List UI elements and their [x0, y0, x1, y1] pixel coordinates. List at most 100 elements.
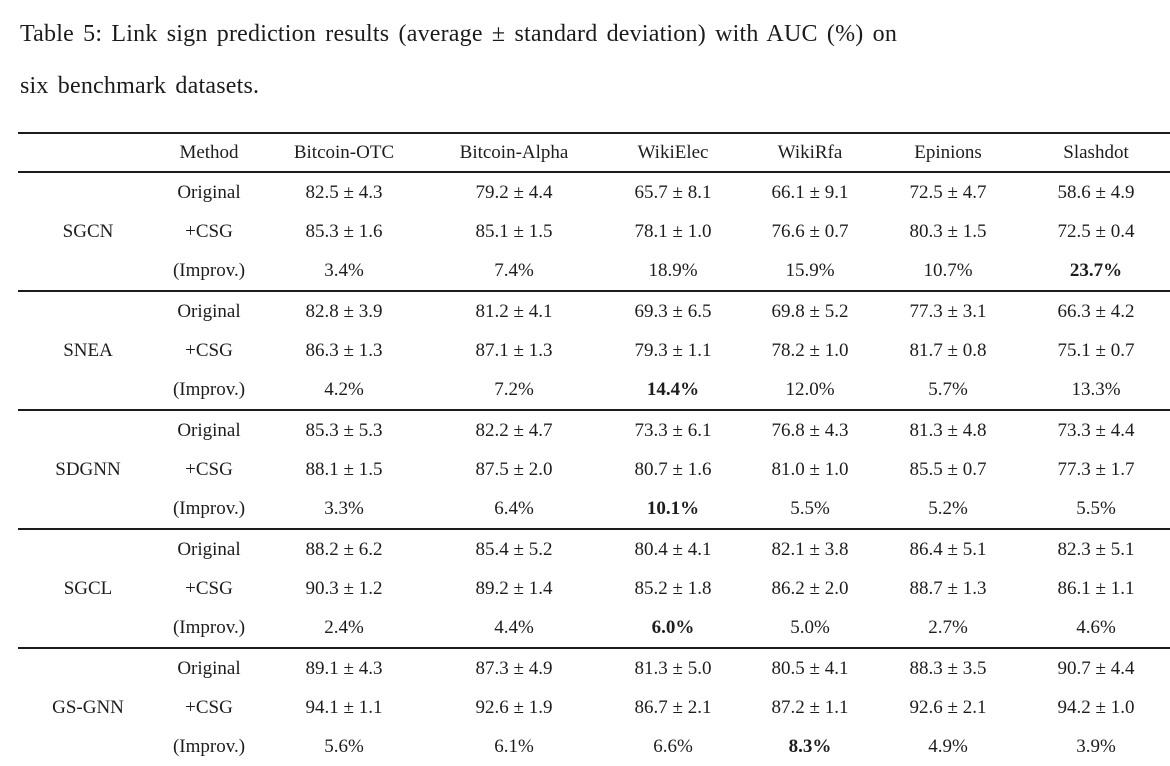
value-cell: 79.3 ± 1.1	[634, 339, 712, 361]
table-row: +CSG 86.3 ± 1.3 87.1 ± 1.3 79.3 ± 1.1 78.2 ±…	[18, 331, 1170, 370]
method-cell: Original	[177, 181, 241, 203]
table-caption-line-1: Table 5: Link sign prediction results (a…	[20, 21, 898, 47]
value-cell: 82.1 ± 3.8	[771, 538, 849, 560]
value-cell: 80.3 ± 1.5	[909, 220, 987, 242]
value-cell: 87.1 ± 1.3	[475, 339, 553, 361]
value-cell: 89.1 ± 4.3	[305, 657, 383, 679]
value-cell: 82.5 ± 4.3	[305, 181, 383, 203]
value-cell: 90.7 ± 4.4	[1057, 657, 1135, 679]
value-cell: 65.7 ± 8.1	[634, 181, 712, 203]
table-row: (Improv.) 2.4% 4.4% 6.0% 5.0% 2.7% 4.6%	[18, 608, 1170, 649]
value-cell: 23.7%	[1022, 251, 1170, 292]
value-cell: 79.2 ± 4.4	[475, 181, 553, 203]
value-cell: 18.9%	[600, 251, 746, 292]
value-cell: 14.4%	[600, 370, 746, 411]
value-cell: 5.5%	[746, 489, 874, 530]
col-header-slashdot: Slashdot	[1022, 132, 1170, 173]
header-row: Method Bitcoin-OTC Bitcoin-Alpha WikiEle…	[18, 132, 1170, 173]
value-cell: 5.0%	[746, 608, 874, 649]
value-cell: 81.2 ± 4.1	[475, 300, 553, 322]
value-cell: 5.6%	[260, 727, 428, 766]
value-cell: 87.2 ± 1.1	[771, 696, 849, 718]
value-cell: 86.7 ± 2.1	[634, 696, 712, 718]
value-cell: 10.7%	[874, 251, 1022, 292]
table-caption: Table 5: Link sign prediction results (a…	[0, 0, 1170, 112]
method-cell: (Improv.)	[158, 608, 260, 649]
value-cell: 12.0%	[746, 370, 874, 411]
value-cell: 81.0 ± 1.0	[771, 458, 849, 480]
table-row: (Improv.) 3.4% 7.4% 18.9% 15.9% 10.7% 23.7%	[18, 251, 1170, 292]
col-header-group	[18, 132, 158, 173]
value-cell: 73.3 ± 6.1	[634, 419, 712, 441]
value-cell: 4.4%	[428, 608, 600, 649]
table-row: (Improv.) 5.6% 6.1% 6.6% 8.3% 4.9% 3.9%	[18, 727, 1170, 766]
value-cell: 78.2 ± 1.0	[771, 339, 849, 361]
value-cell: 69.8 ± 5.2	[771, 300, 849, 322]
value-cell: 5.2%	[874, 489, 1022, 530]
value-cell: 87.5 ± 2.0	[475, 458, 553, 480]
value-cell: 3.4%	[260, 251, 428, 292]
method-cell: Original	[177, 538, 241, 560]
value-cell: 88.7 ± 1.3	[909, 577, 987, 599]
value-cell: 81.7 ± 0.8	[909, 339, 987, 361]
value-cell: 85.1 ± 1.5	[475, 220, 553, 242]
value-cell: 8.3%	[746, 727, 874, 766]
value-cell: 5.5%	[1022, 489, 1170, 530]
col-header-wikielec: WikiElec	[600, 132, 746, 173]
value-cell: 73.3 ± 4.4	[1057, 419, 1135, 441]
value-cell: 85.5 ± 0.7	[909, 458, 987, 480]
table-row: +CSG 88.1 ± 1.5 87.5 ± 2.0 80.7 ± 1.6 81.0 ±…	[18, 450, 1170, 489]
method-cell: (Improv.)	[158, 489, 260, 530]
value-cell: 81.3 ± 5.0	[634, 657, 712, 679]
col-header-bitcoin-alpha: Bitcoin-Alpha	[428, 132, 600, 173]
value-cell: 77.3 ± 3.1	[909, 300, 987, 322]
value-cell: 85.2 ± 1.8	[634, 577, 712, 599]
value-cell: 66.3 ± 4.2	[1057, 300, 1135, 322]
value-cell: 76.8 ± 4.3	[771, 419, 849, 441]
method-cell: Original	[177, 300, 241, 322]
value-cell: 4.9%	[874, 727, 1022, 766]
table-row: SGCN Original 82.5 ± 4.3 79.2 ± 4.4 65.7 ± 8…	[18, 172, 1170, 292]
method-cell: (Improv.)	[158, 727, 260, 766]
value-cell: 81.3 ± 4.8	[909, 419, 987, 441]
value-cell: 15.9%	[746, 251, 874, 292]
value-cell: 85.3 ± 5.3	[305, 419, 383, 441]
method-cell: Original	[177, 657, 241, 679]
value-cell: 90.3 ± 1.2	[305, 577, 383, 599]
results-table: Method Bitcoin-OTC Bitcoin-Alpha WikiEle…	[18, 132, 1170, 766]
value-cell: 3.9%	[1022, 727, 1170, 766]
value-cell: 76.6 ± 0.7	[771, 220, 849, 242]
value-cell: 82.2 ± 4.7	[475, 419, 553, 441]
value-cell: 7.2%	[428, 370, 600, 411]
value-cell: 4.2%	[260, 370, 428, 411]
method-cell: (Improv.)	[158, 251, 260, 292]
col-header-bitcoin-otc: Bitcoin-OTC	[260, 132, 428, 173]
value-cell: 82.8 ± 3.9	[305, 300, 383, 322]
value-cell: 77.3 ± 1.7	[1057, 458, 1135, 480]
value-cell: 86.1 ± 1.1	[1057, 577, 1135, 599]
col-header-wikirfa: WikiRfa	[746, 132, 874, 173]
value-cell: 2.7%	[874, 608, 1022, 649]
table-row: (Improv.) 3.3% 6.4% 10.1% 5.5% 5.2% 5.5%	[18, 489, 1170, 530]
value-cell: 89.2 ± 1.4	[475, 577, 553, 599]
value-cell: 6.0%	[600, 608, 746, 649]
value-cell: 6.1%	[428, 727, 600, 766]
method-cell: +CSG	[185, 577, 233, 599]
value-cell: 13.3%	[1022, 370, 1170, 411]
table-row: (Improv.) 4.2% 7.2% 14.4% 12.0% 5.7% 13.3%	[18, 370, 1170, 411]
table-caption-line-2: six benchmark datasets.	[20, 73, 260, 99]
value-cell: 82.3 ± 5.1	[1057, 538, 1135, 560]
value-cell: 5.7%	[874, 370, 1022, 411]
value-cell: 72.5 ± 4.7	[909, 181, 987, 203]
value-cell: 72.5 ± 0.4	[1057, 220, 1135, 242]
table-row: SDGNN Original 85.3 ± 5.3 82.2 ± 4.7 73.3 ± …	[18, 410, 1170, 530]
group-label: SDGNN	[18, 410, 158, 530]
value-cell: 58.6 ± 4.9	[1057, 181, 1135, 203]
method-cell: +CSG	[185, 458, 233, 480]
table-row: SGCL Original 88.2 ± 6.2 85.4 ± 5.2 80.4 ± 4…	[18, 529, 1170, 649]
value-cell: 86.2 ± 2.0	[771, 577, 849, 599]
group-label: SGCL	[18, 529, 158, 649]
table-row: +CSG 85.3 ± 1.6 85.1 ± 1.5 78.1 ± 1.0 76.6 ±…	[18, 212, 1170, 251]
value-cell: 88.3 ± 3.5	[909, 657, 987, 679]
